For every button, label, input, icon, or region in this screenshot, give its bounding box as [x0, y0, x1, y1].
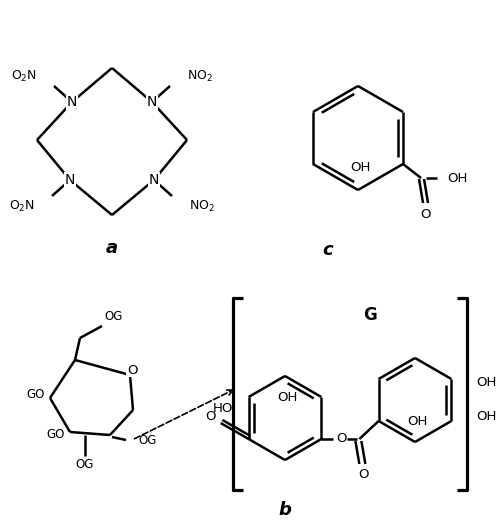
Text: OH: OH: [447, 171, 467, 185]
Text: OH: OH: [476, 411, 496, 423]
Text: NO$_2$: NO$_2$: [187, 69, 213, 84]
Text: OG: OG: [138, 434, 156, 446]
Text: a: a: [106, 239, 118, 257]
Text: OG: OG: [104, 310, 123, 322]
Text: N: N: [147, 95, 157, 109]
Text: O: O: [420, 207, 431, 220]
Text: N: N: [67, 95, 77, 109]
Text: O$_2$N: O$_2$N: [9, 198, 35, 213]
Text: GO: GO: [47, 428, 65, 440]
Text: OH: OH: [476, 377, 496, 389]
Text: OH: OH: [350, 161, 370, 174]
Text: N: N: [65, 173, 75, 187]
Text: OG: OG: [76, 458, 94, 470]
Text: OH: OH: [277, 391, 297, 404]
Text: N: N: [149, 173, 159, 187]
Text: O: O: [358, 468, 369, 480]
Text: O: O: [336, 433, 347, 445]
Text: OH: OH: [407, 415, 427, 428]
Text: NO$_2$: NO$_2$: [189, 198, 215, 213]
Text: HO: HO: [212, 403, 233, 415]
Text: O$_2$N: O$_2$N: [11, 69, 37, 84]
Text: GO: GO: [27, 388, 45, 402]
Text: c: c: [323, 241, 333, 259]
Text: G: G: [363, 306, 377, 324]
Text: O: O: [205, 410, 216, 422]
Text: O: O: [127, 363, 137, 377]
Text: b: b: [279, 501, 292, 519]
